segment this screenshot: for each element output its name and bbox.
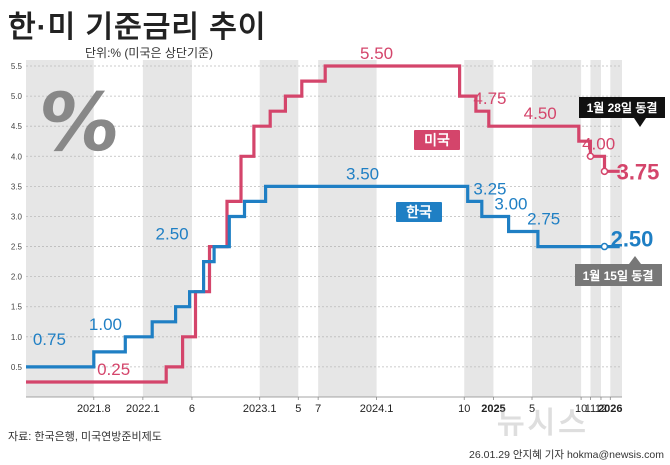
- y-tick-label: 5.0: [11, 92, 23, 101]
- us-point-marker: [586, 152, 595, 161]
- y-tick-label: 0.5: [11, 363, 23, 372]
- y-tick-label: 1.5: [11, 303, 23, 312]
- us-note-bubble: [579, 97, 665, 127]
- x-tick-label: 5: [295, 403, 301, 415]
- legend-kr-box: [396, 202, 442, 222]
- credit-line: 26.01.29 안지혜 기자 hokma@newsis.com: [469, 449, 664, 461]
- y-tick-label: 3.5: [11, 182, 23, 191]
- y-tick-label: 3.0: [11, 212, 23, 221]
- shaded-period: [26, 60, 94, 397]
- chart-unit-label: 단위:% (미국은 상단기준): [85, 46, 214, 60]
- data-label: 4.50: [524, 104, 557, 123]
- data-label: 1.00: [89, 315, 122, 334]
- source-note: 자료: 한국은행, 미국연방준비제도: [8, 431, 162, 443]
- x-tick-label: 6: [189, 403, 195, 415]
- y-tick-label: 5.5: [11, 62, 23, 71]
- us-end-value: 3.75: [617, 159, 660, 184]
- legend-kr-label: 한국: [406, 204, 432, 220]
- legend-us-label: 미국: [424, 132, 450, 148]
- data-label: 3.25: [473, 179, 506, 198]
- y-tick-label: 2.0: [11, 273, 23, 282]
- shaded-period: [532, 60, 582, 397]
- svg-text:%: %: [34, 76, 124, 169]
- data-label: 0.75: [33, 330, 66, 349]
- y-tick-label: 4.0: [11, 152, 23, 161]
- x-tick-label: 2025: [481, 403, 505, 415]
- data-label: 4.00: [582, 134, 615, 153]
- y-tick-label: 2.5: [11, 243, 23, 252]
- kr-note-bubble: [575, 256, 662, 286]
- y-tick-label: 4.5: [11, 122, 23, 131]
- series-line-kr: [26, 184, 620, 369]
- data-label: 5.50: [360, 44, 393, 63]
- x-tick-label: 2021.8: [77, 403, 111, 415]
- data-label: 4.75: [473, 89, 506, 108]
- kr-end-value: 2.50: [611, 227, 654, 252]
- kr-note-text: 1월 15일 동결: [583, 268, 654, 283]
- data-label: 3.50: [346, 164, 379, 183]
- x-tick-label: 5: [529, 403, 535, 415]
- x-tick-label: 2022.1: [126, 403, 160, 415]
- y-tick-label: 1.0: [11, 333, 23, 342]
- shaded-period: [610, 60, 622, 397]
- x-tick-label: 10: [458, 403, 470, 415]
- data-label: 3.00: [494, 194, 527, 213]
- shaded-period: [318, 60, 377, 397]
- newsis-watermark: 뉴시스: [497, 407, 589, 440]
- data-label: 0.25: [97, 360, 130, 379]
- x-tick-label: 2023.1: [243, 403, 277, 415]
- data-label: 2.50: [156, 225, 189, 244]
- x-tick-label: 7: [315, 403, 321, 415]
- x-tick-label: 12: [595, 403, 607, 415]
- us-end-marker: [600, 167, 609, 176]
- x-tick-label: 11: [585, 403, 596, 415]
- kr-end-marker: [600, 242, 609, 251]
- percent-icon: %: [34, 76, 124, 169]
- x-tick-label: 2024.1: [360, 403, 394, 415]
- x-tick-label: 10: [575, 403, 587, 415]
- legend-us-box: [414, 130, 460, 150]
- series-line-us: [26, 64, 620, 384]
- shaded-period: [259, 60, 299, 397]
- data-label: 2.75: [527, 210, 560, 229]
- shaded-period: [590, 60, 601, 397]
- us-note-text: 1월 28일 동결: [587, 100, 658, 115]
- page-title: 한·미 기준금리 추이: [8, 11, 267, 44]
- x-tick-label: 2026: [598, 403, 622, 415]
